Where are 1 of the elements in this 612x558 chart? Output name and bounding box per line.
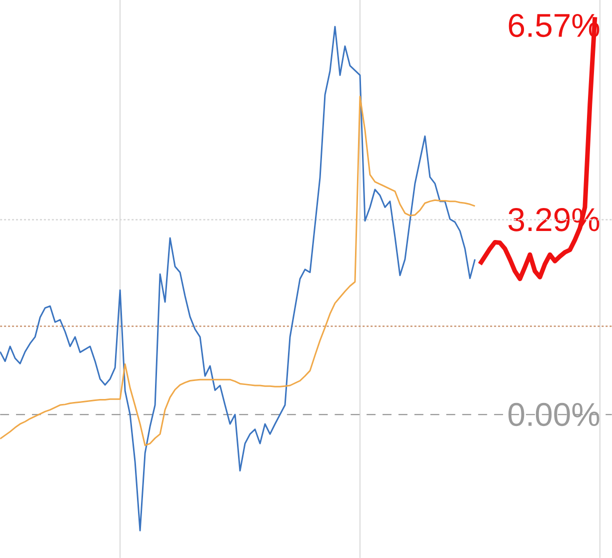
- y-tick-label: 0.00%: [508, 402, 600, 426]
